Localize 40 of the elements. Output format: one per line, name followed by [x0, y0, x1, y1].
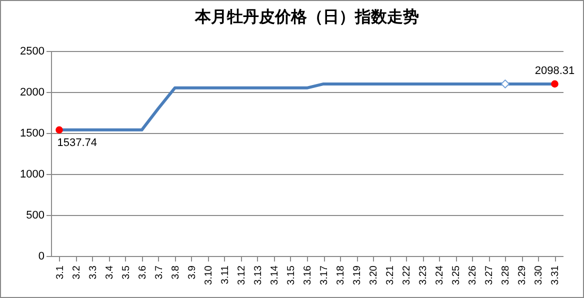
x-tick-label: 3.7 — [154, 265, 165, 280]
x-tick-label: 3.28 — [500, 265, 512, 285]
x-tick-label: 3.16 — [302, 265, 314, 285]
y-tick-label: 2000 — [20, 86, 44, 98]
x-tick-label: 3.15 — [286, 265, 297, 285]
x-tick-label: 3.27 — [484, 265, 496, 285]
y-tick-label: 0 — [38, 250, 44, 262]
x-tick-label: 3.24 — [434, 265, 446, 285]
x-tick-label: 3.12 — [236, 265, 248, 285]
x-tick-label: 3.25 — [451, 265, 462, 285]
x-tick-label: 3.14 — [269, 265, 280, 285]
x-tick-label: 3.18 — [336, 265, 347, 285]
x-tick-label: 3.20 — [368, 265, 380, 285]
x-tick-label: 3.8 — [170, 265, 182, 280]
x-tick-label: 3.4 — [104, 265, 116, 280]
chart-title: 本月牡丹皮价格（日）指数走势 — [194, 8, 419, 26]
x-tick-label: 3.19 — [352, 265, 364, 285]
x-tick-label: 3.9 — [186, 265, 198, 280]
x-tick-label: 3.5 — [120, 265, 132, 280]
y-tick-label: 1500 — [20, 128, 44, 140]
y-tick-label: 2500 — [20, 46, 44, 58]
x-tick-label: 3.30 — [534, 265, 545, 285]
y-tick-label: 1000 — [20, 168, 44, 180]
x-tick-label: 3.10 — [203, 265, 214, 285]
data-label: 1537.74 — [57, 136, 98, 149]
x-tick-label: 3.22 — [402, 265, 413, 285]
x-tick-label: 3.11 — [220, 265, 231, 284]
x-tick-label: 3.3 — [88, 265, 99, 280]
x-tick-label: 3.23 — [418, 265, 430, 285]
x-tick-label: 3.2 — [71, 265, 82, 280]
x-tick-label: 3.21 — [385, 265, 396, 285]
x-tick-label: 3.6 — [137, 265, 148, 280]
x-tick-label: 3.17 — [319, 265, 330, 285]
x-tick-label: 3.1 — [54, 265, 66, 280]
x-tick-label: 3.29 — [517, 265, 528, 285]
data-label: 2098.31 — [534, 64, 575, 77]
x-tick-label: 3.26 — [468, 265, 479, 285]
y-tick-label: 500 — [26, 210, 44, 222]
x-tick-label: 3.31 — [550, 265, 562, 285]
x-tick-label: 3.13 — [252, 265, 264, 285]
